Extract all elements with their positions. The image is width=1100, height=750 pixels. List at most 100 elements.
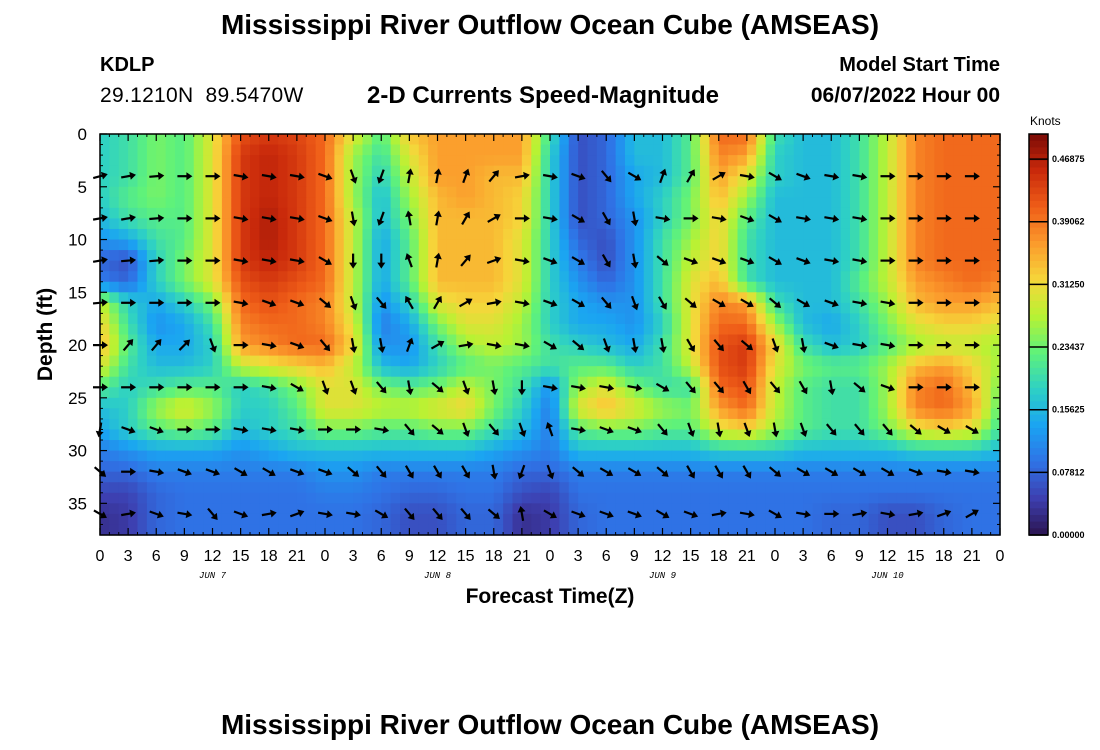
heatmap-cell <box>925 302 935 314</box>
heatmap-cell <box>681 186 692 198</box>
heatmap-cell <box>568 355 579 367</box>
heatmap-cell <box>859 302 870 314</box>
heatmap-cell <box>259 397 270 409</box>
heatmap-cell <box>709 228 720 241</box>
heatmap-cell <box>568 271 579 283</box>
heatmap-cell <box>746 524 757 536</box>
colorbar-segment <box>1029 154 1048 162</box>
heatmap-cell <box>475 418 485 431</box>
heatmap-cell <box>334 302 345 314</box>
heatmap-cell <box>962 461 973 473</box>
heatmap-cell <box>315 503 326 515</box>
heatmap-cell <box>418 376 429 388</box>
heatmap-cell <box>193 292 204 304</box>
arrow-head <box>324 258 332 266</box>
heatmap-cell <box>653 503 664 515</box>
heatmap-cell <box>784 513 795 526</box>
heatmap-cell <box>259 440 270 452</box>
heatmap-cell <box>306 397 317 409</box>
heatmap-cell <box>962 524 973 536</box>
heatmap-cell <box>850 134 860 146</box>
heatmap-cell <box>512 260 523 272</box>
arrow-head <box>297 468 305 477</box>
heatmap-cell <box>296 366 307 378</box>
heatmap-cell <box>859 461 870 473</box>
heatmap-cell <box>175 134 185 146</box>
arrow-head <box>494 256 502 264</box>
heatmap-cell <box>493 440 504 452</box>
heatmap-cell <box>728 239 739 251</box>
heatmap-cell <box>681 260 692 272</box>
heatmap-cell <box>371 239 382 251</box>
heatmap-cell <box>756 186 767 198</box>
heatmap-cell <box>240 471 251 483</box>
heatmap-cell <box>662 408 673 420</box>
heatmap-cell <box>831 207 842 220</box>
heatmap-cell <box>625 176 635 188</box>
heatmap-cell <box>512 144 523 156</box>
current-arrow <box>319 339 331 352</box>
heatmap-cell <box>100 450 110 462</box>
heatmap-cell <box>606 440 617 452</box>
heatmap-cell <box>381 334 392 346</box>
heatmap-cell <box>578 186 589 198</box>
heatmap-cell <box>409 144 420 156</box>
heatmap-cell <box>221 323 232 336</box>
heatmap-cell <box>578 144 589 156</box>
heatmap-cell <box>128 176 139 188</box>
heatmap-cell <box>100 492 110 504</box>
heatmap-cell <box>662 471 673 483</box>
arrow-head <box>688 386 696 394</box>
heatmap-cell <box>568 492 579 504</box>
heatmap-cell <box>578 366 589 378</box>
heatmap-cell <box>981 355 992 367</box>
heatmap-cell <box>306 503 317 515</box>
heatmap-cell <box>700 302 710 314</box>
heatmap-cell <box>568 345 579 357</box>
heatmap-cell <box>850 366 860 378</box>
heatmap-cell <box>521 186 532 198</box>
heatmap-cell <box>981 440 992 452</box>
heatmap-cell <box>634 197 645 209</box>
heatmap-cell <box>428 186 439 198</box>
arrow-head <box>606 510 614 519</box>
current-arrow <box>375 381 387 394</box>
heatmap-cell <box>746 503 757 515</box>
heatmap-cell <box>962 397 973 409</box>
arrow-head <box>242 341 249 350</box>
arrow-head <box>102 383 108 392</box>
day-label: JUN 7 <box>199 571 227 581</box>
current-arrow <box>261 172 277 181</box>
heatmap-cell <box>990 471 1001 483</box>
heatmap-cell <box>137 239 148 251</box>
heatmap-cell <box>765 218 776 230</box>
heatmap-cell <box>409 461 420 473</box>
heatmap-cell <box>878 260 889 272</box>
heatmap-cell <box>981 397 992 409</box>
heatmap-cell <box>456 260 467 272</box>
heatmap-cell <box>775 271 785 283</box>
heatmap-cell <box>784 302 795 314</box>
heatmap-cell <box>343 271 354 283</box>
heatmap-cell <box>315 345 326 357</box>
heatmap-cell <box>690 429 701 441</box>
heatmap-cell <box>934 250 945 262</box>
heatmap-cell <box>268 155 279 167</box>
heatmap-cell <box>128 165 139 177</box>
heatmap-cell <box>671 250 682 262</box>
heatmap-cell <box>493 366 504 378</box>
heatmap-cell <box>737 429 748 441</box>
heatmap-cell <box>287 355 298 367</box>
heatmap-cell <box>653 218 664 230</box>
heatmap-cell <box>746 513 757 526</box>
current-arrow <box>404 423 415 436</box>
heatmap-cell <box>690 228 701 241</box>
heatmap-cell <box>671 355 682 367</box>
heatmap-cell <box>868 239 879 251</box>
heatmap-cell <box>315 302 326 314</box>
heatmap-cell <box>371 281 382 293</box>
heatmap-cell <box>184 302 195 314</box>
x-tick-label: 15 <box>232 548 250 565</box>
heatmap-cell <box>268 345 279 357</box>
heatmap-cell <box>446 524 457 536</box>
